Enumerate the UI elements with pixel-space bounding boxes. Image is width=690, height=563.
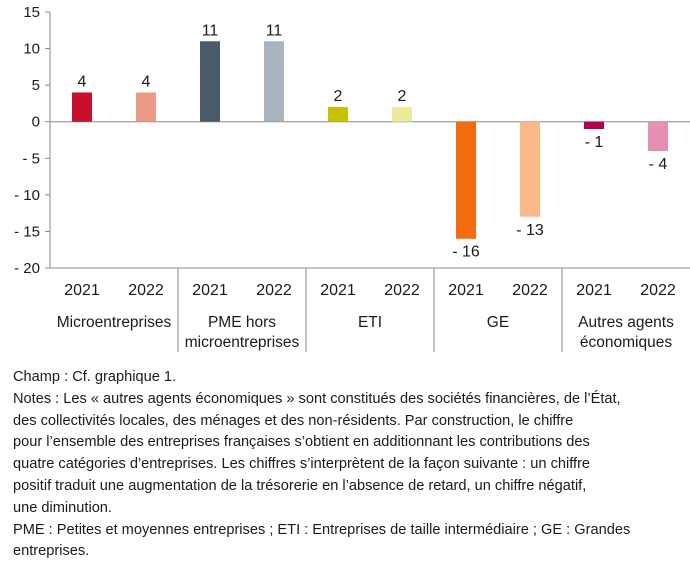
bar [520, 121, 540, 217]
x-group-label: ETI [358, 314, 382, 331]
abbreviations-note: PME : Petites et moyennes entreprises ; … [13, 521, 631, 560]
x-group-label: Autres agents [578, 314, 674, 331]
notes-line-5: positif traduit une augmentation de la t… [13, 477, 587, 494]
y-tick-label: - 10 [14, 187, 40, 204]
bar [392, 107, 412, 122]
y-tick-label: - 5 [22, 150, 40, 167]
champ-note: Champ : Cf. graphique 1. [13, 369, 177, 385]
x-group-label: Microentreprises [57, 314, 172, 331]
y-tick-label: - 20 [14, 260, 40, 277]
x-group-label: économiques [580, 334, 672, 351]
x-tick-label-year: 2021 [320, 282, 356, 299]
notes-line-3: pour l’ensemble des entreprises français… [13, 434, 590, 451]
axis-layer: 15 10 5 0 - 5 - 10 - 15 - 20 [14, 4, 690, 352]
x-tick-label-year: 2022 [128, 282, 164, 299]
x-tick-label-year: 2022 [256, 282, 292, 299]
labels-layer: 4 2021 4 2022 Microentreprises 11 2021 11 2022 PM… [57, 22, 676, 351]
x-group-label: GE [487, 314, 509, 331]
y-tick-label: 15 [23, 4, 40, 21]
notes-line-2: des collectivités locales, des ménages e… [13, 412, 574, 429]
x-tick-label-year: 2021 [576, 282, 612, 299]
x-tick-label-year: 2021 [64, 282, 100, 299]
y-tick-label: 0 [32, 114, 40, 131]
data-label: - 4 [649, 156, 668, 173]
y-tick-label: 10 [23, 41, 40, 58]
data-label: 4 [78, 73, 87, 90]
x-tick-label-year: 2021 [448, 282, 484, 299]
x-tick-label-year: 2021 [192, 282, 228, 299]
notes-line-6: une diminution. [13, 499, 112, 516]
bars-layer [72, 41, 668, 239]
bar [456, 121, 476, 239]
bar [648, 121, 668, 151]
data-label: 2 [398, 88, 407, 105]
y-tick-label: 5 [32, 77, 40, 94]
chart-notes: Champ : Cf. graphique 1. Notes : Les « a… [13, 367, 685, 563]
x-tick-label-year: 2022 [640, 282, 676, 299]
data-label: - 1 [585, 134, 604, 151]
data-label: 11 [202, 22, 219, 39]
data-label: - 16 [452, 244, 480, 261]
x-group-label: microentreprises [185, 334, 300, 351]
data-label: 11 [266, 22, 283, 39]
bar [264, 41, 284, 122]
data-label: - 13 [516, 222, 544, 239]
bar-chart: 15 10 5 0 - 5 - 10 - 15 - 20 4 2021 4 2022 Microent… [14, 4, 690, 352]
notes-line-1: Notes : Les « autres agents économiques … [13, 390, 621, 407]
bar [200, 41, 220, 122]
notes-line-4: quatre catégories d’entreprises. Les chi… [13, 456, 591, 473]
bar [584, 121, 604, 130]
x-tick-label-year: 2022 [512, 282, 548, 299]
bar [72, 92, 92, 122]
x-tick-label-year: 2022 [384, 282, 420, 299]
bar [328, 107, 348, 122]
data-label: 2 [334, 88, 343, 105]
bar [136, 92, 156, 122]
y-tick-label: - 15 [14, 223, 40, 240]
data-label: 4 [142, 73, 151, 90]
x-group-label: PME hors [208, 314, 276, 331]
